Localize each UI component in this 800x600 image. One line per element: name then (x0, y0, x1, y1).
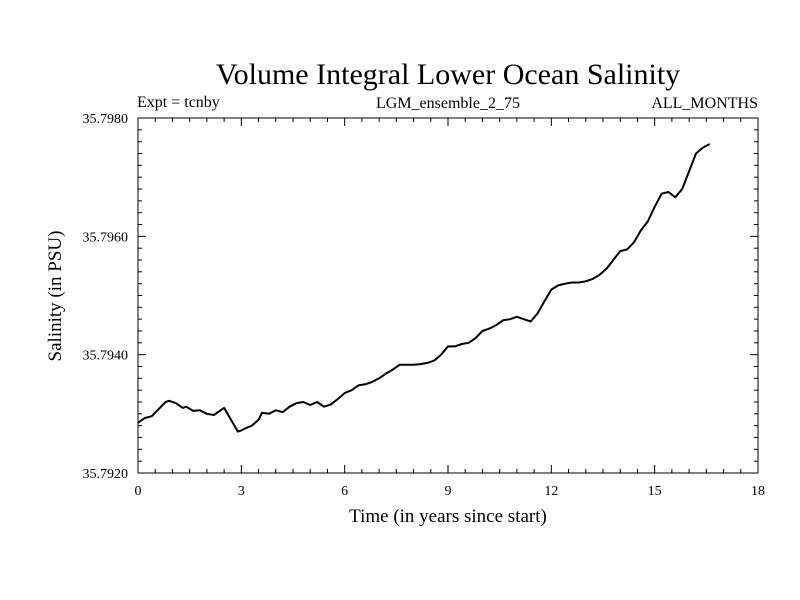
ensemble-label: LGM_ensemble_2_75 (376, 95, 520, 112)
x-tick-label: 15 (648, 484, 662, 499)
y-axis-label: Salinity (in PSU) (45, 231, 66, 362)
x-tick-label: 0 (135, 484, 142, 499)
chart-title: Volume Integral Lower Ocean Salinity (216, 58, 680, 91)
x-tick-label: 12 (544, 484, 558, 499)
x-tick-label: 9 (445, 484, 452, 499)
y-tick-label: 35.7980 (83, 112, 129, 127)
x-tick-label: 3 (238, 484, 245, 499)
y-tick-label: 35.7960 (83, 230, 129, 245)
salinity-series-line (137, 143, 711, 433)
y-tick-label: 35.7940 (83, 349, 129, 364)
y-tick-label: 35.7920 (83, 467, 129, 482)
x-tick-label: 18 (751, 484, 765, 499)
months-label: ALL_MONTHS (651, 95, 758, 112)
x-axis-label: Time (in years since start) (349, 506, 547, 527)
x-tick-label: 6 (341, 484, 348, 499)
experiment-label: Expt = tcnby (137, 94, 220, 111)
plot-frame (137, 117, 759, 474)
